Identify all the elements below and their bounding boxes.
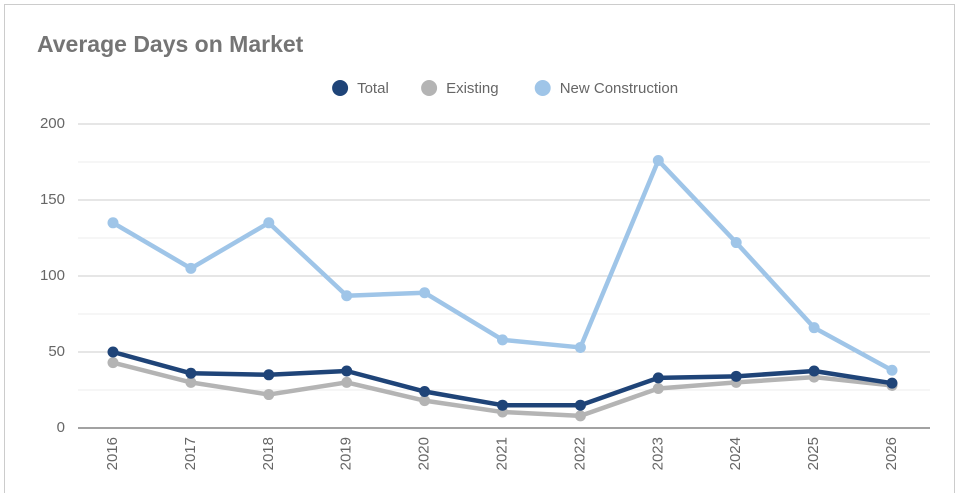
data-point [341,365,353,377]
x-tick-label: 2017 [182,437,199,470]
data-point [574,341,586,353]
data-point [107,217,119,229]
data-point [497,399,508,411]
data-point [808,322,820,334]
x-tick-label: 2025 [805,437,822,470]
x-tick-label: 2021 [493,437,510,470]
y-tick-label: 50 [48,343,65,360]
data-point [886,364,898,376]
data-point [419,395,431,407]
x-tick-label: 2022 [571,437,588,470]
x-tick-label: 2024 [727,437,744,470]
data-point [185,262,197,274]
legend-marker [421,80,438,96]
data-point [185,376,197,388]
data-point [341,290,353,302]
y-tick-label: 0 [57,419,65,436]
legend-marker [332,80,349,96]
x-tick-label: 2016 [104,437,121,470]
chart-frame [4,4,955,493]
legend-label: Existing [446,80,499,97]
data-point [574,410,586,422]
x-tick-label: 2023 [649,437,666,470]
chart-title: Average Days on Market [37,31,304,57]
x-tick-label: 2020 [416,437,433,470]
data-point [107,346,119,358]
data-point [652,372,664,384]
data-point [419,287,431,299]
data-point [886,377,898,389]
data-point [341,376,353,388]
data-point [419,386,431,398]
data-point [652,154,664,166]
y-tick-label: 200 [40,115,65,132]
x-tick-label: 2026 [883,437,900,470]
data-point [263,369,275,381]
data-point [185,367,197,379]
x-tick-label: 2018 [260,437,277,470]
legend-label: New Construction [560,80,678,97]
data-point [263,217,275,229]
data-point [497,334,508,346]
data-point [808,365,820,377]
data-point [730,237,742,249]
data-point [652,382,664,394]
x-tick-label: 2019 [338,437,355,470]
legend-label: Total [357,80,389,97]
legend-marker [534,80,551,96]
data-point [107,357,119,369]
data-point [730,370,742,382]
data-point [263,389,275,401]
y-tick-label: 150 [40,191,65,208]
y-tick-label: 100 [40,267,65,284]
data-point [574,399,586,411]
